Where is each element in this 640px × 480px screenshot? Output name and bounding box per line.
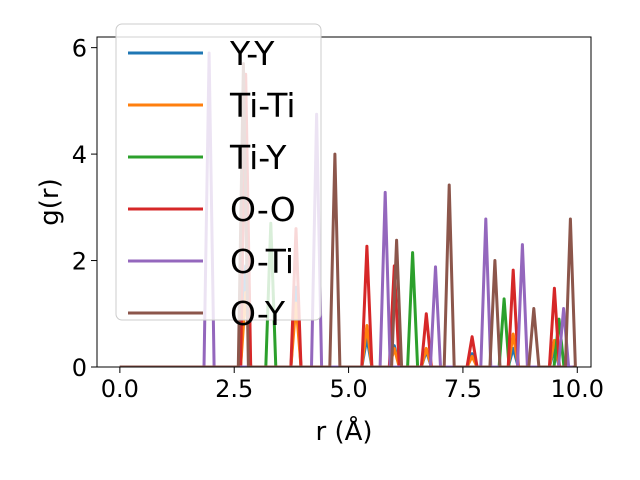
legend-label-o-ti: O-Ti (230, 242, 294, 281)
legend: Y-Y Ti-Ti Ti-Y O-O O-Ti O-Y (115, 23, 322, 333)
tick-layer: 0.0 2.5 5.0 7.5 10.0 0 2 4 6 (72, 35, 604, 403)
x-axis-label: r (Å) (315, 415, 372, 447)
series-line-o-ti (119, 51, 573, 367)
plot-frame (96, 36, 592, 368)
y-axis-label: g(r) (35, 178, 65, 225)
x-tick-label: 0.0 (101, 375, 139, 403)
x-tick-label: 2.5 (215, 375, 253, 403)
y-tick-label: 2 (72, 248, 87, 276)
y-tick-label: 4 (72, 141, 87, 169)
series-line-o-y (119, 62, 577, 367)
legend-box (115, 23, 322, 321)
y-tick-label: 6 (72, 35, 87, 63)
x-tick-label: 7.5 (444, 375, 482, 403)
legend-label-o-y: O-Y (230, 294, 286, 333)
legend-label-y-y: Y-Y (229, 34, 275, 73)
y-tick-label: 0 (72, 354, 87, 382)
x-tick-label: 10.0 (551, 375, 604, 403)
legend-label-ti-ti: Ti-Ti (229, 86, 296, 125)
legend-label-ti-y: Ti-Y (229, 138, 287, 177)
legend-label-o-o: O-O (230, 190, 296, 229)
x-tick-label: 5.0 (329, 375, 367, 403)
